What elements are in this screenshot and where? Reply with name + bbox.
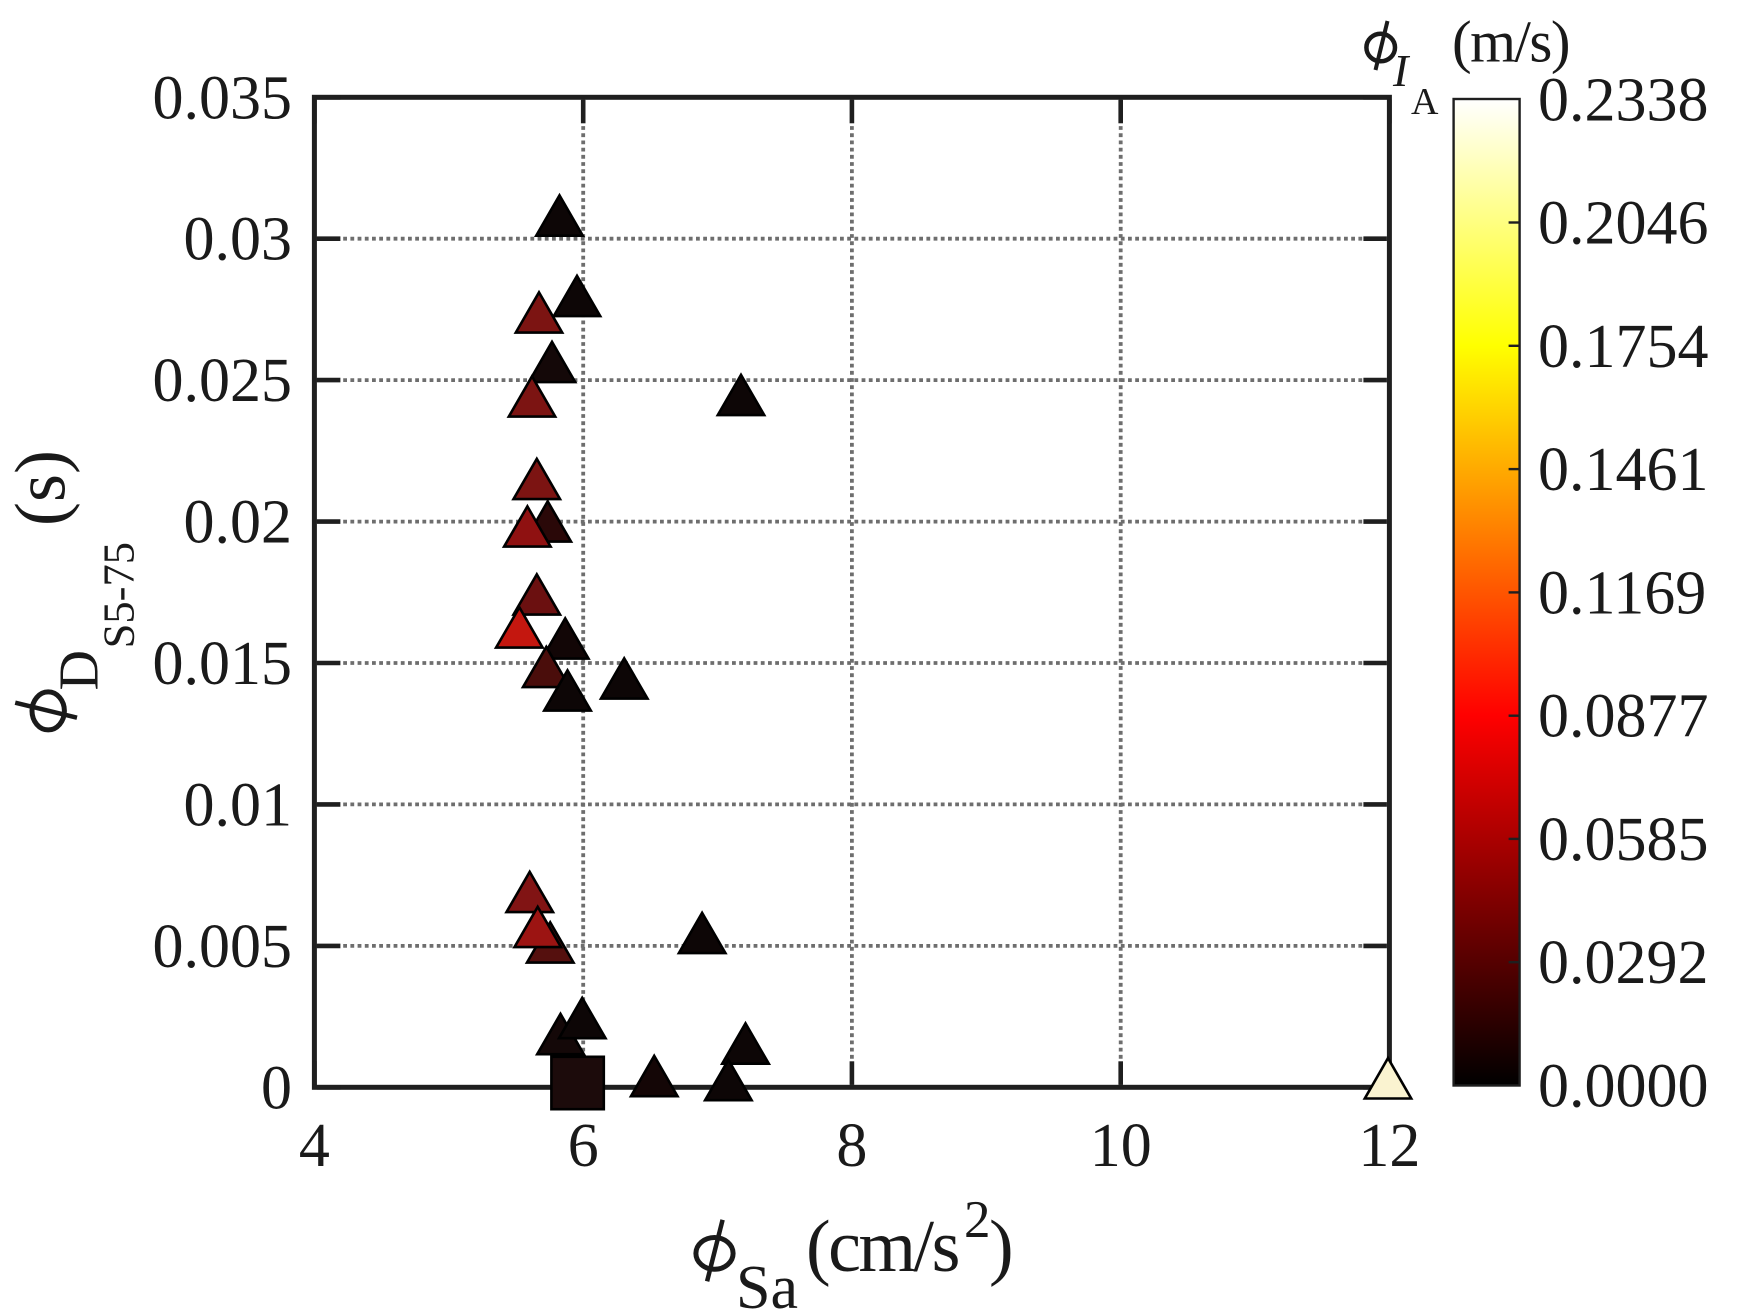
svg-text:0.1461: 0.1461 <box>1538 436 1709 504</box>
svg-text:0.025: 0.025 <box>153 347 293 415</box>
svg-text:S5-75: S5-75 <box>94 542 144 648</box>
svg-text:): ) <box>989 1206 1014 1288</box>
svg-text:0.0000: 0.0000 <box>1538 1053 1709 1121</box>
svg-text:0.03: 0.03 <box>184 206 293 274</box>
svg-text:0.1169: 0.1169 <box>1538 559 1706 627</box>
svg-text:8: 8 <box>836 1112 867 1180</box>
svg-text:A: A <box>1411 81 1439 123</box>
svg-text:4: 4 <box>299 1112 330 1180</box>
svg-text:0: 0 <box>261 1054 292 1122</box>
svg-text:0.0877: 0.0877 <box>1538 683 1709 751</box>
svg-text:6: 6 <box>568 1112 599 1180</box>
svg-text:(cm/s: (cm/s <box>806 1206 959 1288</box>
svg-text:10: 10 <box>1090 1112 1152 1180</box>
svg-text:(m/s): (m/s) <box>1452 9 1569 75</box>
svg-text:12: 12 <box>1358 1112 1420 1180</box>
svg-text:D: D <box>49 650 111 690</box>
svg-text:0.2338: 0.2338 <box>1538 66 1709 134</box>
svg-text:0.02: 0.02 <box>184 489 293 557</box>
svg-text:0.015: 0.015 <box>153 630 293 698</box>
svg-text:I: I <box>1392 45 1411 96</box>
svg-text:(s): (s) <box>1 450 81 526</box>
svg-text:2: 2 <box>964 1191 991 1249</box>
svg-text:0.005: 0.005 <box>153 913 293 981</box>
svg-text:0.1754: 0.1754 <box>1538 313 1709 381</box>
svg-text:0.01: 0.01 <box>184 771 293 839</box>
svg-text:0.0292: 0.0292 <box>1538 929 1709 997</box>
svg-text:0.0585: 0.0585 <box>1538 806 1709 874</box>
svg-text:0.035: 0.035 <box>153 64 293 132</box>
svg-text:0.2046: 0.2046 <box>1538 190 1709 258</box>
svg-text:Sa: Sa <box>736 1254 798 1313</box>
